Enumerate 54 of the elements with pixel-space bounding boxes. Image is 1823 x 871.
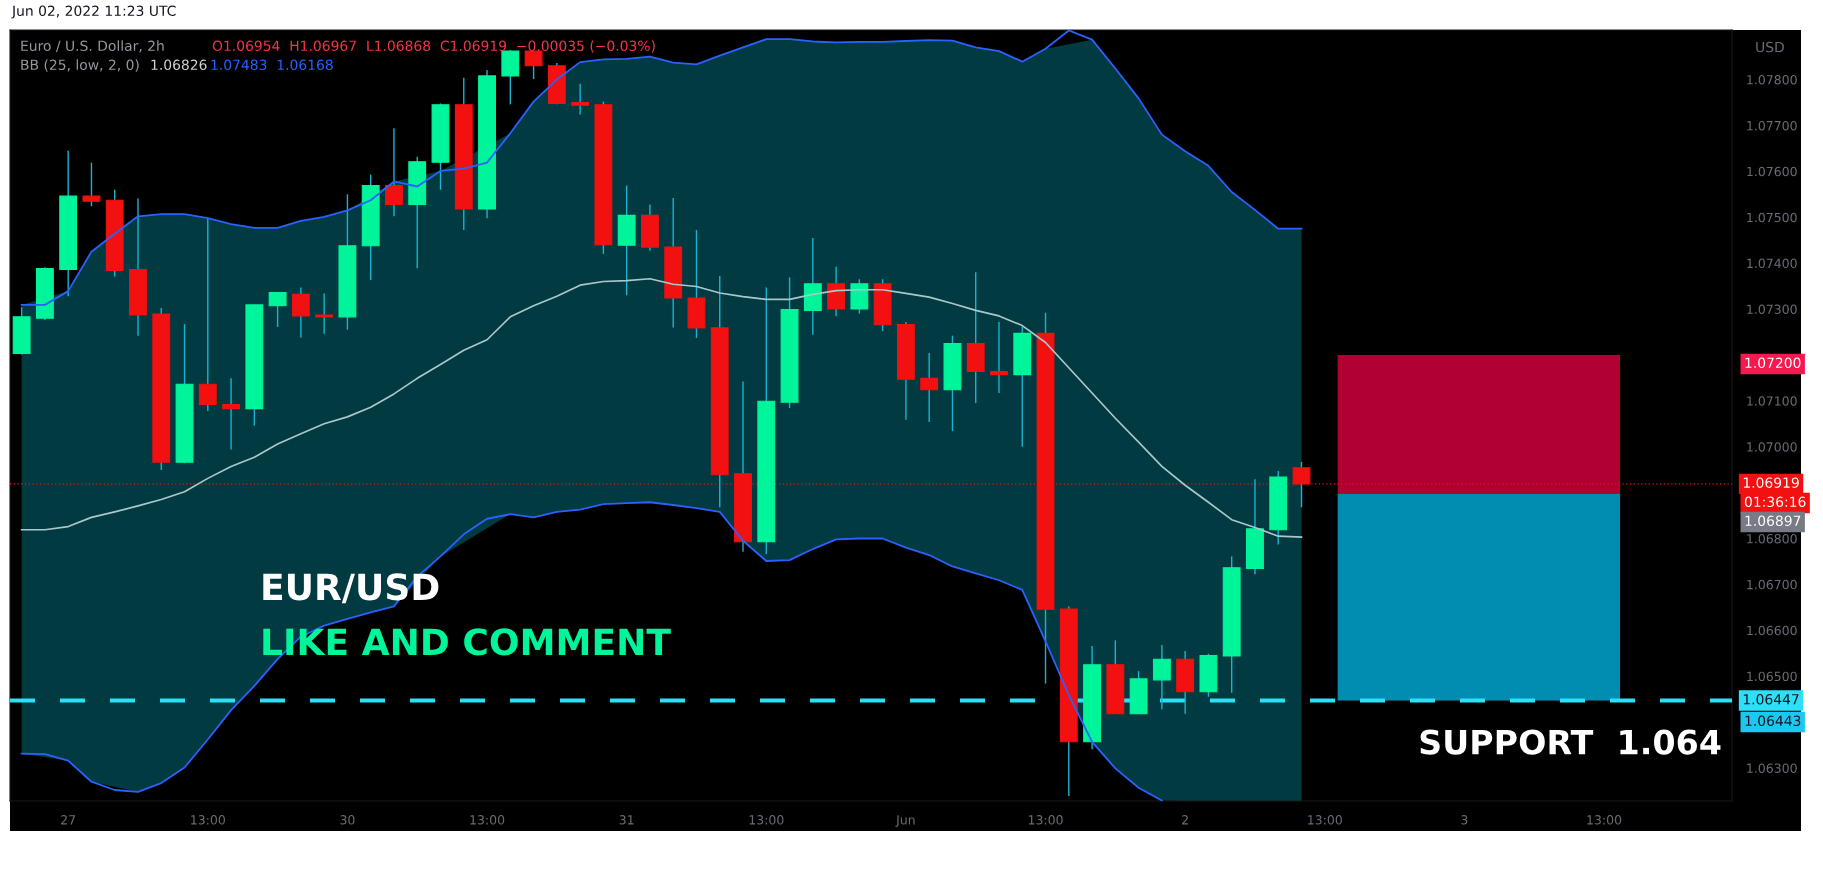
candlestick: [198, 218, 217, 412]
x-tick-label: 13:00: [470, 815, 505, 825]
candlestick: [291, 286, 310, 339]
x-tick-label: 13:00: [1028, 815, 1063, 825]
y-tick-label: 1.07300: [1747, 304, 1797, 314]
ref-line-label: 1.06919: [1743, 477, 1799, 488]
candlestick: [268, 291, 287, 328]
x-tick-label: 31: [619, 815, 634, 825]
candlestick: [82, 161, 101, 207]
y-tick-label: 1.06500: [1747, 671, 1797, 682]
candlestick: [920, 352, 939, 423]
y-tick-label: 1.06800: [1747, 533, 1797, 544]
y-tick-label: 1.06600: [1747, 625, 1797, 636]
annotation: 1.07483 1.06168: [211, 59, 333, 71]
candlestick: [571, 82, 590, 116]
text: 1.06897: [1745, 515, 1801, 527]
ref-line-label: 1.06447: [1743, 694, 1799, 705]
annotation: BB (25, low, 2, 0): [21, 59, 139, 72]
annotation: O1.06954 H1.06967 L1.06868 C1.06919 −0.00035 (−0.03%): [212, 40, 655, 53]
annotation: SUPPORT 1.064: [1420, 729, 1721, 755]
x-tick-label: 13:00: [1308, 815, 1342, 825]
x-tick-label: Jun: [895, 815, 915, 827]
candlestick: [385, 127, 403, 218]
y-tick-label: 1.07400: [1747, 258, 1797, 269]
text: 01:36:16: [1744, 496, 1806, 508]
y-tick-label: 1.07100: [1747, 396, 1797, 406]
y-tick-label: 1.07600: [1747, 166, 1797, 177]
x-tick-label: 27: [61, 815, 76, 825]
x-tick-label: 13:00: [749, 815, 784, 825]
candlestick: [990, 321, 1008, 394]
line-series: [20, 277, 1303, 538]
annotation: 1.06826: [151, 59, 207, 71]
x-tick-label: 2: [1182, 815, 1188, 825]
y-tick-label: 1.07800: [1747, 75, 1797, 85]
text: 1.07200: [1745, 357, 1801, 369]
text: 1.06443: [1745, 715, 1801, 727]
candlestick: [315, 292, 334, 335]
y-tick-label: 1.07500: [1747, 212, 1797, 223]
y-tick-label: 1.07000: [1747, 442, 1797, 452]
y-axis-title: USD: [1756, 41, 1784, 53]
line-series: [20, 30, 1303, 306]
y-tick-label: 1.06700: [1747, 579, 1797, 590]
x-tick-label: 3: [1461, 815, 1468, 825]
annotation: Euro / U.S. Dollar, 2h: [21, 40, 164, 53]
candlestick: [524, 50, 543, 80]
text: Jun 02, 2022 11:23 UTC: [11, 5, 176, 19]
x-tick-label: 13:00: [1587, 815, 1622, 825]
line-series: [20, 501, 1163, 801]
candlestick: [222, 377, 240, 451]
x-tick-label: 30: [340, 815, 355, 825]
y-tick-label: 1.07700: [1747, 120, 1797, 131]
y-tick-label: 1.06300: [1747, 763, 1797, 773]
candlestick: [1152, 644, 1171, 710]
x-tick-label: 13:00: [191, 815, 225, 825]
